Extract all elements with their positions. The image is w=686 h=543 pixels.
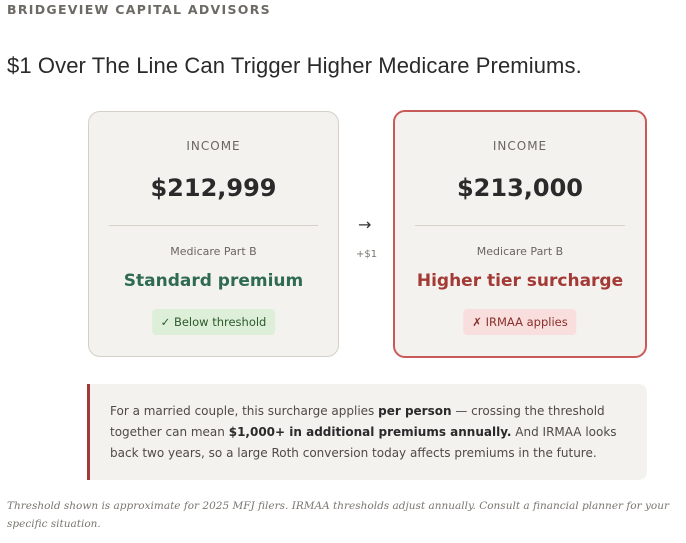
status-badge: ✗ IRMAA applies xyxy=(463,309,577,335)
card-label: INCOME xyxy=(186,139,241,153)
page-title: $1 Over The Line Can Trigger Higher Medi… xyxy=(7,53,582,78)
note-text: — crossing the threshold together can me… xyxy=(110,404,605,439)
card-sub-label: Medicare Part B xyxy=(170,245,257,258)
status-badge-text: IRMAA applies xyxy=(485,315,568,329)
premium-tier: Standard premium xyxy=(123,271,304,291)
callout-note: For a married couple, this surcharge app… xyxy=(87,384,647,480)
status-badge-text: Below threshold xyxy=(173,315,267,329)
brand-name: BRIDGEVIEW CAPITAL ADVISORS xyxy=(7,2,271,17)
check-icon: ✓ xyxy=(160,315,171,329)
note-emphasis: per person xyxy=(378,404,452,418)
income-amount: $213,000 xyxy=(456,174,583,202)
income-delta: +$1 xyxy=(356,249,378,260)
note-text: For a married couple, this surcharge app… xyxy=(110,404,379,418)
arrow-right-icon: → xyxy=(358,215,372,234)
premium-tier: Higher tier surcharge xyxy=(416,271,624,291)
disclaimer-footnote: Threshold shown is approximate for 2025 … xyxy=(7,500,669,530)
status-badge: ✓ Below threshold xyxy=(151,309,276,335)
note-emphasis: $1,000+ in additional premiums annually. xyxy=(228,425,512,439)
note-text: And IRMAA looks back two years, so a lar… xyxy=(110,425,617,460)
card-label: INCOME xyxy=(492,139,548,153)
income-card-below-threshold: INCOME $212,999 Medicare Part B Standard… xyxy=(88,111,339,357)
divider xyxy=(415,225,625,226)
income-card-above-threshold: INCOME $213,000 Medicare Part B Higher t… xyxy=(393,110,647,358)
income-amount: $212,999 xyxy=(150,174,277,202)
card-sub-label: Medicare Part B xyxy=(476,245,564,258)
divider xyxy=(109,225,318,226)
x-mark-icon: ✗ xyxy=(472,315,482,329)
